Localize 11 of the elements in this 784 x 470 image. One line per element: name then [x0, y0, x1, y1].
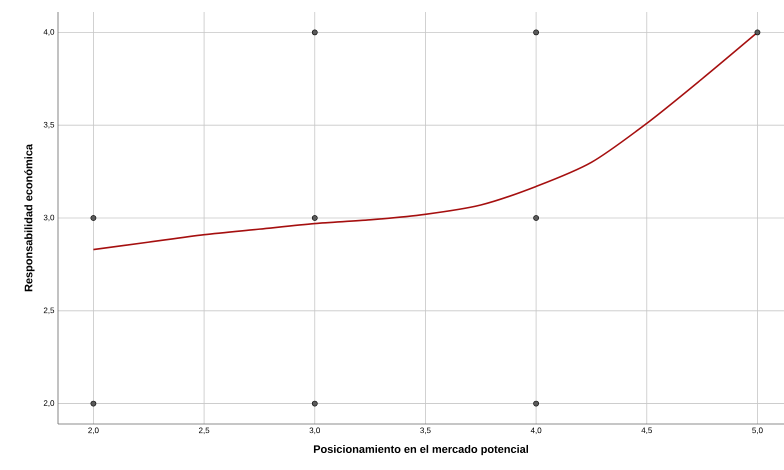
x-axis-title: Posicionamiento en el mercado potencial [314, 444, 528, 456]
y-axis-title: Responsabilidad económica [24, 144, 35, 292]
point [90, 400, 96, 406]
point [90, 215, 96, 221]
point [312, 400, 318, 406]
point [533, 30, 539, 36]
point [533, 400, 539, 406]
point [312, 30, 318, 36]
point [312, 215, 318, 221]
point [754, 30, 760, 36]
point [533, 215, 539, 221]
